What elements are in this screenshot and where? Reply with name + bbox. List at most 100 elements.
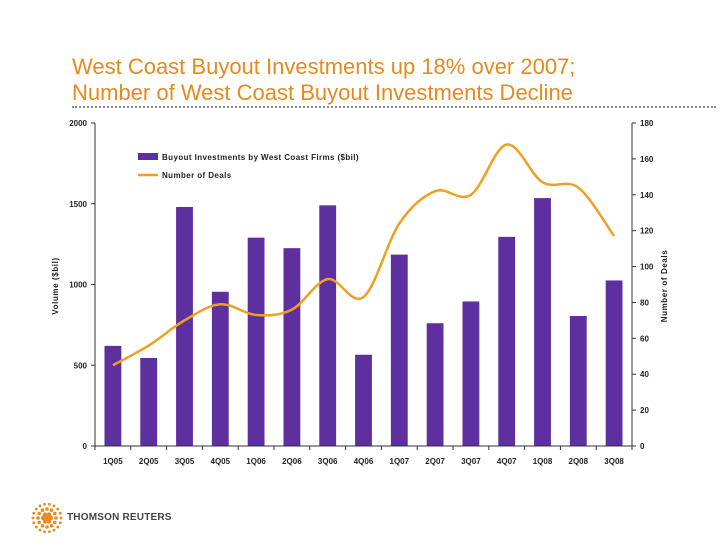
logo-dot bbox=[32, 521, 36, 525]
legend-bar-swatch bbox=[138, 153, 158, 160]
bar-2Q06 bbox=[283, 248, 301, 446]
logo-dot bbox=[48, 502, 51, 506]
logo-dot bbox=[45, 516, 49, 520]
logo-dot bbox=[37, 511, 42, 516]
x-axis-labels: 1Q05 2Q05 3Q05 4Q05 1Q06 2Q06 3Q06 4Q06 1Q07 2Q07… bbox=[94, 446, 633, 466]
x-tick-label: 4Q06 bbox=[354, 457, 374, 466]
x-tick-label: 3Q08 bbox=[604, 457, 624, 466]
right-tick-label: 0 bbox=[640, 442, 645, 451]
bar-4Q06 bbox=[355, 354, 372, 446]
bar-3Q07 bbox=[462, 301, 480, 446]
logo-dot bbox=[31, 516, 35, 520]
logo-dot bbox=[37, 520, 42, 525]
logo-dot bbox=[48, 530, 51, 534]
logo-dot bbox=[52, 511, 57, 516]
bar-3Q06 bbox=[319, 205, 337, 446]
left-axis-title: Volume ($bil) bbox=[51, 257, 60, 314]
right-tick-label: 120 bbox=[640, 227, 654, 236]
bar-1Q07 bbox=[390, 254, 408, 446]
legend-bar-label: Buyout Investments by West Coast Firms (… bbox=[162, 153, 359, 162]
logo-dot bbox=[46, 519, 52, 524]
logo-dot bbox=[40, 523, 45, 528]
right-tick-label: 80 bbox=[640, 298, 649, 307]
title-divider bbox=[72, 106, 716, 108]
logo-dot bbox=[49, 523, 54, 528]
brand-name: THOMSON REUTERS bbox=[67, 512, 172, 523]
chart-legend: Buyout Investments by West Coast Firms (… bbox=[138, 153, 359, 180]
logo-dot bbox=[59, 516, 63, 520]
bar-2Q08 bbox=[569, 315, 587, 446]
bar-1Q06 bbox=[247, 237, 265, 446]
left-tick-label: 500 bbox=[74, 361, 88, 370]
bar-4Q05 bbox=[211, 291, 229, 446]
bar-1Q08 bbox=[534, 198, 551, 446]
logo-dot bbox=[43, 502, 46, 506]
logo-dot bbox=[52, 520, 57, 525]
logo-dot bbox=[52, 504, 56, 508]
right-axis-ticks: 0 20 40 60 80 100 120 140 160 180 bbox=[632, 119, 654, 451]
logo-dot bbox=[54, 516, 58, 520]
logo-dot bbox=[56, 525, 60, 529]
x-tick-label: 4Q05 bbox=[211, 457, 231, 466]
bar-1Q05 bbox=[104, 345, 122, 446]
logo-dot bbox=[40, 508, 45, 513]
right-tick-label: 140 bbox=[640, 191, 654, 200]
bar-2Q07 bbox=[426, 323, 444, 446]
right-tick-label: 20 bbox=[640, 406, 649, 415]
chart-title: West Coast Buyout Investments up 18% ove… bbox=[72, 54, 575, 106]
x-tick-label: 3Q06 bbox=[318, 457, 338, 466]
x-tick-label: 4Q07 bbox=[497, 457, 517, 466]
thomson-reuters-logo: THOMSON REUTERS bbox=[30, 500, 172, 536]
x-tick-label: 2Q08 bbox=[569, 457, 589, 466]
title-line-2: Number of West Coast Buyout Investments … bbox=[72, 80, 573, 105]
right-tick-label: 100 bbox=[640, 263, 654, 272]
logo-dot bbox=[58, 511, 62, 515]
bar-4Q07 bbox=[498, 236, 516, 446]
x-tick-label: 1Q05 bbox=[103, 457, 123, 466]
logo-dot bbox=[42, 512, 48, 517]
right-axis-title: Number of Deals bbox=[660, 250, 669, 323]
logo-dot bbox=[34, 507, 38, 511]
logo-dot bbox=[36, 516, 40, 520]
left-tick-label: 1000 bbox=[69, 281, 87, 290]
legend-line-label: Number of Deals bbox=[162, 171, 232, 180]
logo-dot bbox=[48, 515, 54, 521]
x-tick-label: 3Q07 bbox=[461, 457, 481, 466]
x-tick-label: 1Q06 bbox=[246, 457, 266, 466]
bar-series bbox=[104, 198, 623, 446]
bar-2Q05 bbox=[140, 357, 158, 446]
left-axis-ticks: 0 500 1000 1500 2000 bbox=[69, 119, 95, 451]
reuters-dot-logo-icon bbox=[31, 502, 63, 534]
left-tick-label: 0 bbox=[83, 442, 88, 451]
deals-line bbox=[112, 143, 616, 367]
x-tick-label: 1Q07 bbox=[390, 457, 410, 466]
logo-dot bbox=[49, 508, 54, 513]
logo-dot bbox=[58, 521, 62, 525]
logo-dot bbox=[56, 507, 60, 511]
logo-dot bbox=[38, 504, 42, 508]
logo-dot bbox=[42, 519, 48, 524]
left-tick-label: 2000 bbox=[69, 119, 87, 128]
logo-dot bbox=[52, 528, 56, 532]
right-tick-label: 40 bbox=[640, 370, 649, 379]
left-tick-label: 1500 bbox=[69, 200, 87, 209]
logo-dot bbox=[45, 507, 49, 511]
right-tick-label: 60 bbox=[640, 334, 649, 343]
bar-3Q08 bbox=[605, 280, 623, 446]
title-line-1: West Coast Buyout Investments up 18% ove… bbox=[72, 54, 576, 79]
x-tick-label: 2Q06 bbox=[282, 457, 302, 466]
logo-dot bbox=[38, 528, 42, 532]
x-tick-label: 2Q07 bbox=[425, 457, 445, 466]
x-tick-label: 3Q05 bbox=[175, 457, 195, 466]
logo-dot bbox=[32, 511, 36, 515]
logo-dot bbox=[34, 525, 38, 529]
bar-3Q05 bbox=[176, 206, 193, 446]
logo-dot bbox=[40, 515, 46, 521]
x-tick-label: 2Q05 bbox=[139, 457, 159, 466]
right-tick-label: 180 bbox=[640, 119, 654, 128]
x-tick-label: 1Q08 bbox=[533, 457, 553, 466]
logo-dot bbox=[45, 525, 49, 529]
right-tick-label: 160 bbox=[640, 155, 654, 164]
logo-dot bbox=[43, 530, 46, 534]
